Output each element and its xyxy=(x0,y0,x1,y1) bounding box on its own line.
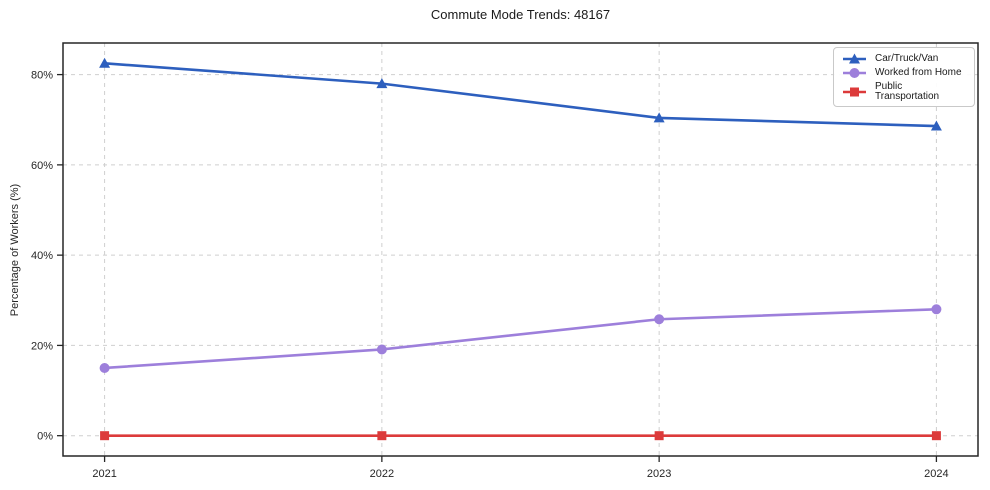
x-tick-label: 2023 xyxy=(647,468,671,480)
plot-border xyxy=(62,42,979,457)
data-point-car-truck-van xyxy=(99,57,111,68)
y-tick-label: 60% xyxy=(31,160,53,172)
legend-marker-circle-icon xyxy=(843,68,866,78)
series-line-car-truck-van xyxy=(103,62,938,128)
data-point-worked-from-home xyxy=(654,314,665,325)
x-tick-label: 2022 xyxy=(370,468,394,480)
y-tick-label: 0% xyxy=(37,431,53,443)
legend: Car/Truck/Van Worked from Home Public Tr… xyxy=(833,47,975,107)
data-point-public-transportation xyxy=(654,431,664,441)
legend-marker-triangle-icon xyxy=(843,53,866,63)
data-point-public-transportation xyxy=(100,431,110,441)
data-point-car-truck-van xyxy=(653,112,665,123)
legend-marker-square-icon xyxy=(843,87,866,96)
data-point-worked-from-home xyxy=(99,362,110,373)
legend-item-public-transportation: Public Transportation xyxy=(841,80,967,102)
data-point-car-truck-van xyxy=(376,78,388,89)
y-tick-label: 80% xyxy=(31,70,53,82)
legend-marker-shape-car-truck-van xyxy=(849,53,860,63)
y-tick-label: 20% xyxy=(31,340,53,352)
legend-marker-shape-worked-from-home xyxy=(849,68,860,78)
data-point-public-transportation xyxy=(377,431,387,441)
data-point-worked-from-home xyxy=(931,304,942,315)
legend-item-worked-from-home: Worked from Home xyxy=(841,67,967,79)
x-tick-label: 2024 xyxy=(924,468,948,480)
x-tick-label: 2021 xyxy=(92,468,116,480)
data-point-public-transportation xyxy=(931,431,941,441)
legend-marker-shape-public-transportation xyxy=(850,87,859,96)
series-line-worked-from-home xyxy=(103,308,938,370)
y-tick-label: 40% xyxy=(31,250,53,262)
legend-label: Public Transportation xyxy=(875,80,940,102)
legend-item-car-truck-van: Car/Truck/Van xyxy=(841,53,967,65)
data-point-worked-from-home xyxy=(376,344,387,355)
legend-label: Car/Truck/Van xyxy=(875,52,939,64)
data-point-car-truck-van xyxy=(930,120,942,131)
legend-label: Worked from Home xyxy=(875,67,962,78)
chart-title: Commute Mode Trends: 48167 xyxy=(430,7,611,22)
